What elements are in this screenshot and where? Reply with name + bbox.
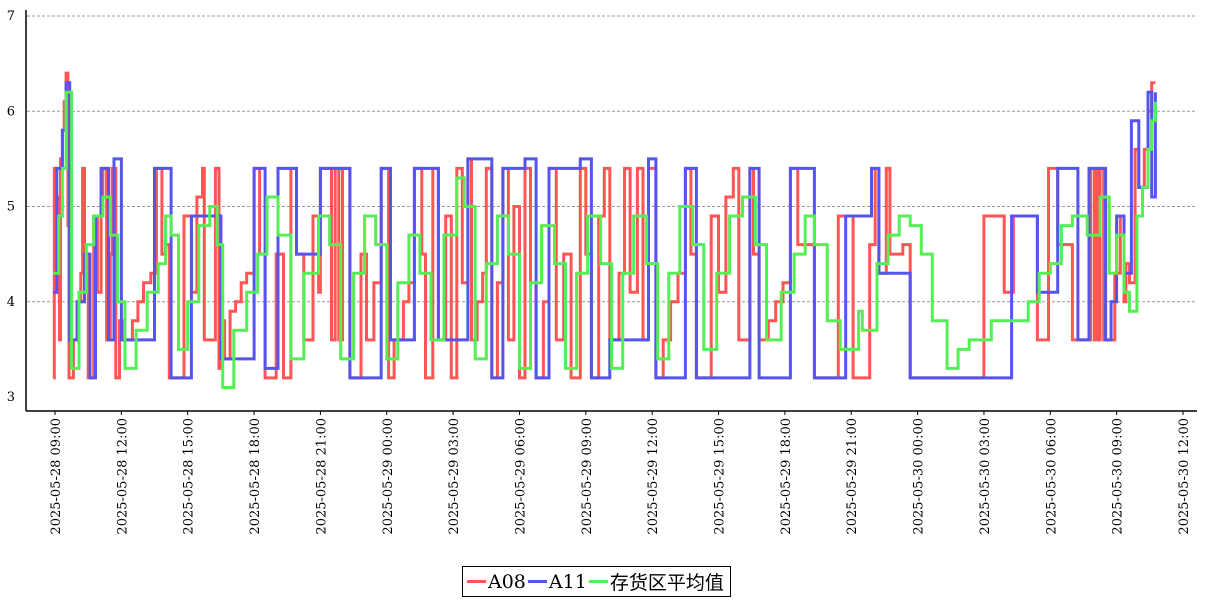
x-tick-label: 2025-05-28 21:00 — [314, 418, 329, 535]
legend-item-average: 存货区平均值 — [588, 568, 724, 595]
y-tick-labels: 3 4 5 6 7 — [7, 9, 15, 405]
x-tick-label: 2025-05-30 12:00 — [1177, 418, 1192, 535]
y-tick-label: 6 — [7, 104, 15, 119]
x-tick-label: 2025-05-29 00:00 — [381, 418, 396, 535]
legend-label-average: 存货区平均值 — [609, 572, 724, 594]
series-lines — [52, 71, 1157, 389]
x-tick-label: 2025-05-29 12:00 — [646, 418, 661, 535]
x-tick-label: 2025-05-30 00:00 — [912, 418, 927, 535]
legend-swatch-a08 — [467, 580, 486, 583]
x-tick-label: 2025-05-29 21:00 — [845, 418, 860, 535]
legend-swatch-a11 — [527, 580, 547, 583]
x-tick-label: 2025-05-30 06:00 — [1044, 418, 1059, 535]
x-tick-label: 2025-05-29 15:00 — [713, 418, 728, 535]
x-tick-label: 2025-05-29 06:00 — [513, 418, 528, 535]
x-tick-label: 2025-05-28 09:00 — [49, 418, 64, 535]
x-tick-label: 2025-05-29 03:00 — [447, 418, 462, 535]
series-line-a11 — [53, 81, 1157, 380]
x-tick-label: 2025-05-28 12:00 — [115, 418, 130, 535]
y-tick-label: 3 — [7, 390, 15, 405]
x-tick-labels: 2025-05-28 09:00 2025-05-28 12:00 2025-05-… — [49, 411, 1192, 535]
y-tick-label: 4 — [7, 295, 15, 310]
x-tick-label: 2025-05-29 18:00 — [779, 418, 794, 535]
legend-label-a11: A11 — [548, 570, 587, 593]
x-tick-label: 2025-05-30 09:00 — [1111, 418, 1126, 535]
axes — [25, 10, 1197, 412]
x-tick-label: 2025-05-28 15:00 — [182, 418, 197, 535]
y-tick-label: 5 — [7, 200, 15, 215]
legend-swatch-average — [588, 580, 608, 583]
legend-label-a08: A08 — [488, 570, 526, 593]
legend-item-a08: A08 — [467, 571, 526, 593]
grid-lines — [27, 15, 1197, 303]
x-tick-label: 2025-05-28 18:00 — [248, 418, 263, 535]
legend-item-a11: A11 — [527, 570, 587, 593]
x-tick-label: 2025-05-30 03:00 — [978, 418, 993, 535]
x-tick-label: 2025-05-29 09:00 — [580, 418, 595, 535]
y-tick-label: 7 — [7, 9, 15, 24]
legend: A08 A11 存货区平均值 — [462, 566, 731, 597]
series-line-average — [53, 90, 1157, 389]
